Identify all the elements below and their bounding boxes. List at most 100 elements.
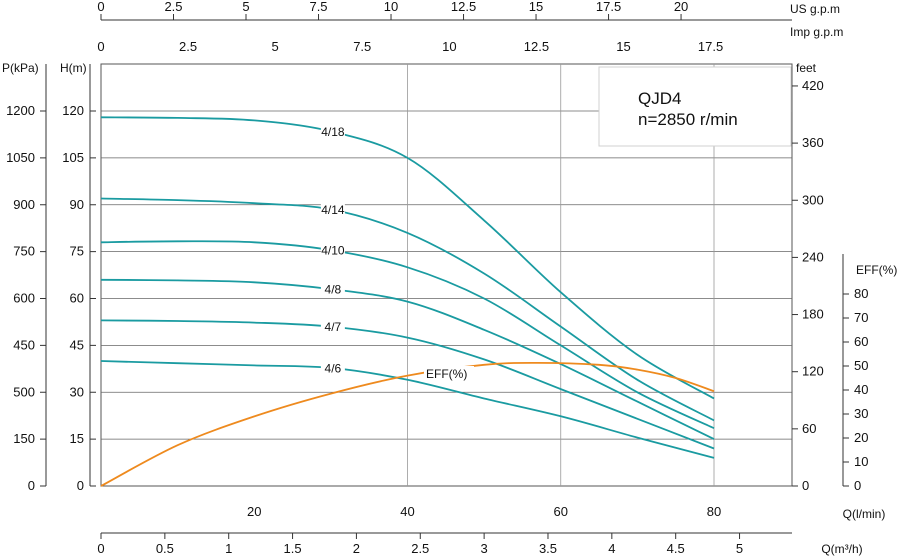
- us-gpm-tick-label: 20: [674, 0, 688, 14]
- eff-axis-tick-label: 70: [854, 310, 868, 325]
- head-curve-4-6: [100, 360, 715, 459]
- h-axis-title: H(m): [60, 61, 87, 75]
- q-m3h-axis-title: Q(m³/h): [821, 542, 862, 556]
- p-axis-tick-label: 600: [13, 291, 35, 306]
- us-gpm-tick-label: 7.5: [309, 0, 327, 14]
- efficiency-curve-label: EFF(%): [426, 367, 467, 381]
- head-curve-4-10: [100, 240, 715, 430]
- feet-axis-tick-label: 120: [802, 364, 824, 379]
- us-gpm-tick-label: 0: [97, 0, 104, 14]
- imp-gpm-tick-label: 17.5: [698, 39, 723, 54]
- feet-axis-title: feet: [796, 61, 817, 75]
- p-axis-tick-label: 500: [13, 384, 35, 399]
- title-box: QJD4 n=2850 r/min: [598, 66, 792, 147]
- q-m3h-tick-label: 3: [481, 541, 488, 556]
- eff-axis-tick-label: 40: [854, 382, 868, 397]
- feet-axis-tick-label: 300: [802, 192, 824, 207]
- p-axis-tick-label: 900: [13, 197, 35, 212]
- h-axis-tick-label: 75: [70, 244, 84, 259]
- imp-gpm-tick-label: 2.5: [179, 39, 197, 54]
- chart-subtitle: n=2850 r/min: [638, 110, 738, 129]
- head-curve-4-8: [100, 278, 715, 440]
- p-axis-tick-label: 150: [13, 431, 35, 446]
- q-m3h-tick-label: 1.5: [284, 541, 302, 556]
- eff-axis-tick-label: 10: [854, 454, 868, 469]
- head-curve-4-18: [100, 116, 715, 400]
- series-label-bg: [320, 202, 345, 217]
- q-m3h-tick-label: 3.5: [539, 541, 557, 556]
- p-axis-tick-label: 0: [28, 478, 35, 493]
- h-axis-tick-label: 30: [70, 384, 84, 399]
- series-label: 4/14: [321, 203, 345, 217]
- eff-axis-tick-label: 20: [854, 430, 868, 445]
- eff-axis-tick-label: 80: [854, 286, 868, 301]
- eff-axis-tick-label: 50: [854, 358, 868, 373]
- eff-axis-tick-label: 60: [854, 334, 868, 349]
- series-label: 4/10: [321, 244, 345, 258]
- series-label: 4/18: [321, 125, 345, 139]
- eff-axis-title: EFF(%): [856, 263, 897, 277]
- series-label-bg: [320, 282, 345, 297]
- p-axis-tick-label: 450: [13, 337, 35, 352]
- q-m3h-tick-label: 1: [225, 541, 232, 556]
- q-m3h-tick-label: 2.5: [411, 541, 429, 556]
- q-m3h-tick-label: 4: [608, 541, 615, 556]
- q-m3h-tick-label: 5: [736, 541, 743, 556]
- series-label: 4/6: [325, 361, 342, 375]
- h-axis-tick-label: 120: [62, 103, 84, 118]
- p-axis-tick-label: 1200: [6, 103, 35, 118]
- labels: 4/18 4/14 4/10 4/8 4/7 4/6 EFF(%): [320, 124, 474, 381]
- us-gpm-tick-label: 2.5: [164, 0, 182, 14]
- q-m3h-tick-label: 2: [353, 541, 360, 556]
- eff-label-bg: [424, 366, 474, 381]
- series-label: 4/7: [325, 320, 342, 334]
- head-curve-4-14: [100, 197, 715, 422]
- imp-gpm-tick-label: 5: [272, 39, 279, 54]
- us-gpm-tick-label: 10: [384, 0, 398, 14]
- h-axis-tick-label: 105: [62, 150, 84, 165]
- imp-gpm-tick-label: 0: [97, 39, 104, 54]
- h-axis-tick-label: 45: [70, 337, 84, 352]
- feet-axis-tick-label: 0: [802, 478, 809, 493]
- us-gpm-axis-title: US g.p.m: [790, 2, 840, 16]
- q-lmin-axis-title: Q(l/min): [843, 507, 886, 521]
- q-lmin-tick-label: 80: [707, 504, 721, 519]
- eff-axis-tick-label: 30: [854, 406, 868, 421]
- q-m3h-tick-label: 4.5: [667, 541, 685, 556]
- series-label: 4/8: [325, 283, 342, 297]
- p-axis-tick-label: 1050: [6, 150, 35, 165]
- us-gpm-tick-label: 5: [242, 0, 249, 14]
- h-axis-tick-label: 60: [70, 291, 84, 306]
- series-label-bg: [320, 360, 345, 375]
- series-label-bg: [320, 243, 345, 258]
- imp-gpm-tick-label: 10: [442, 39, 456, 54]
- feet-axis-tick-label: 180: [802, 307, 824, 322]
- us-gpm-tick-label: 15: [529, 0, 543, 14]
- eff-axis-tick-label: 0: [854, 478, 861, 493]
- series-label-bg: [320, 124, 345, 139]
- q-lmin-tick-label: 60: [554, 504, 568, 519]
- q-lmin-tick-label: 40: [400, 504, 414, 519]
- h-axis-tick-label: 90: [70, 197, 84, 212]
- us-gpm-tick-label: 12.5: [451, 0, 476, 14]
- feet-axis-tick-label: 360: [802, 135, 824, 150]
- feet-axis-tick-label: 60: [802, 421, 816, 436]
- q-m3h-tick-label: 0.5: [156, 541, 174, 556]
- head-curve-4-7: [100, 319, 715, 450]
- feet-axis-tick-label: 420: [802, 78, 824, 93]
- imp-gpm-tick-label: 7.5: [353, 39, 371, 54]
- feet-axis-tick-label: 240: [802, 249, 824, 264]
- q-lmin-tick-label: 20: [247, 504, 261, 519]
- us-gpm-tick-label: 17.5: [596, 0, 621, 14]
- chart-title: QJD4: [638, 89, 681, 108]
- title-box-frame: [598, 66, 792, 147]
- series: [100, 116, 715, 487]
- plot-frame: [100, 63, 793, 487]
- series-label-bg: [320, 319, 345, 334]
- h-axis-tick-label: 0: [77, 478, 84, 493]
- q-m3h-tick-label: 0: [97, 541, 104, 556]
- imp-gpm-tick-label: 15: [616, 39, 630, 54]
- h-axis-tick-label: 15: [70, 431, 84, 446]
